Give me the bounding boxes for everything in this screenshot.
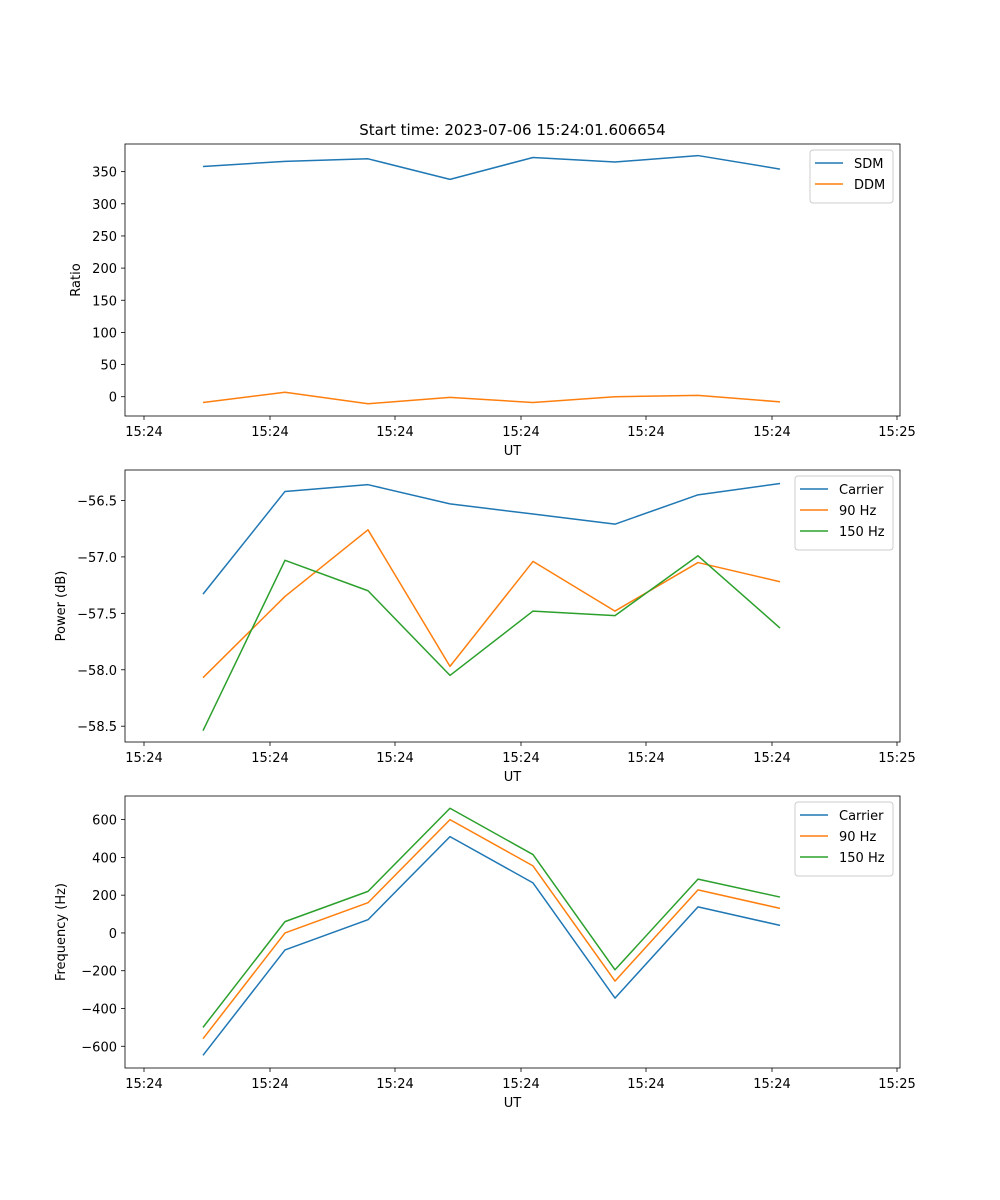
series-line-150-hz bbox=[202, 807, 781, 1028]
x-axis-label: UT bbox=[504, 1096, 522, 1111]
x-tick-label: 15:24 bbox=[125, 425, 162, 440]
x-tick-label: 15:24 bbox=[753, 751, 790, 766]
series-line-150-hz bbox=[202, 555, 781, 732]
x-tick-label: 15:25 bbox=[878, 425, 915, 440]
legend-label: SDM bbox=[854, 157, 883, 172]
y-tick-label: −58.0 bbox=[77, 664, 117, 679]
legend: Carrier 90 Hz 150 Hz bbox=[794, 801, 894, 877]
y-tick-label: 400 bbox=[92, 851, 117, 866]
y-tick-label: 100 bbox=[92, 326, 117, 341]
y-axis-label: Frequency (Hz) bbox=[54, 883, 69, 981]
subplot-1: 15:24 15:24 15:24 15:24 15:24 15:24 15:25 0 50 10… bbox=[69, 121, 916, 459]
x-tick-label: 15:24 bbox=[753, 1077, 790, 1092]
y-tick-label: 0 bbox=[109, 391, 117, 406]
y-axis-label: Ratio bbox=[69, 263, 84, 296]
legend: Carrier 90 Hz 150 Hz bbox=[794, 475, 894, 551]
legend-label: Carrier bbox=[839, 809, 884, 824]
y-tick-label: 50 bbox=[100, 359, 117, 374]
axes-frame bbox=[124, 143, 901, 417]
y-tick-label: −600 bbox=[81, 1040, 117, 1055]
y-tick-label: 600 bbox=[92, 814, 117, 829]
y-axis-label: Power (dB) bbox=[54, 571, 69, 642]
legend-label: DDM bbox=[854, 178, 885, 193]
x-tick-label: 15:24 bbox=[125, 751, 162, 766]
y-tick-label: −56.5 bbox=[77, 494, 117, 509]
x-tick-label: 15:24 bbox=[502, 751, 539, 766]
x-tick-label: 15:25 bbox=[878, 1077, 915, 1092]
x-tick-label: 15:24 bbox=[251, 425, 288, 440]
x-tick-label: 15:24 bbox=[627, 751, 664, 766]
y-tick-label: −57.5 bbox=[77, 607, 117, 622]
x-axis-label: UT bbox=[504, 444, 522, 459]
series-line-90-hz bbox=[202, 818, 781, 1040]
x-tick-label: 15:24 bbox=[376, 751, 413, 766]
x-tick-label: 15:24 bbox=[125, 1077, 162, 1092]
y-tick-label: 0 bbox=[109, 927, 117, 942]
legend-label: Carrier bbox=[839, 483, 884, 498]
y-tick-label: −200 bbox=[81, 965, 117, 980]
x-tick-label: 15:25 bbox=[878, 751, 915, 766]
x-tick-label: 15:24 bbox=[627, 425, 664, 440]
legend-label: 150 Hz bbox=[839, 851, 885, 866]
x-axis-label: UT bbox=[504, 770, 522, 785]
series-line-90-hz bbox=[202, 529, 781, 679]
y-tick-label: 200 bbox=[92, 889, 117, 904]
x-tick-label: 15:24 bbox=[753, 425, 790, 440]
y-tick-label: 350 bbox=[92, 166, 117, 181]
series-line-ddm bbox=[202, 391, 781, 405]
y-tick-label: −58.5 bbox=[77, 720, 117, 735]
chart-title: Start time: 2023-07-06 15:24:01.606654 bbox=[359, 121, 665, 139]
axes-frame bbox=[124, 795, 901, 1069]
legend-label: 90 Hz bbox=[839, 504, 876, 519]
x-tick-label: 15:24 bbox=[251, 751, 288, 766]
x-tick-label: 15:24 bbox=[502, 425, 539, 440]
series-line-carrier bbox=[202, 482, 781, 595]
x-tick-label: 15:24 bbox=[376, 425, 413, 440]
legend: SDM DDM bbox=[809, 149, 894, 204]
legend-label: 90 Hz bbox=[839, 830, 876, 845]
y-tick-label: −57.0 bbox=[77, 551, 117, 566]
y-tick-label: 200 bbox=[92, 262, 117, 277]
y-tick-label: −400 bbox=[81, 1003, 117, 1018]
y-tick-label: 250 bbox=[92, 230, 117, 245]
x-tick-label: 15:24 bbox=[376, 1077, 413, 1092]
y-tick-label: 300 bbox=[92, 198, 117, 213]
x-tick-label: 15:24 bbox=[251, 1077, 288, 1092]
x-tick-label: 15:24 bbox=[627, 1077, 664, 1092]
axes-frame bbox=[124, 469, 901, 743]
series-line-carrier bbox=[202, 835, 781, 1056]
series-line-sdm bbox=[202, 154, 781, 181]
legend-label: 150 Hz bbox=[839, 525, 885, 540]
y-tick-label: 150 bbox=[92, 294, 117, 309]
x-tick-label: 15:24 bbox=[502, 1077, 539, 1092]
subplot-3: 15:24 15:24 15:24 15:24 15:24 15:24 15:25 −600 −… bbox=[54, 795, 916, 1111]
subplot-2: 15:24 15:24 15:24 15:24 15:24 15:24 15:25 −58.5… bbox=[54, 469, 916, 785]
